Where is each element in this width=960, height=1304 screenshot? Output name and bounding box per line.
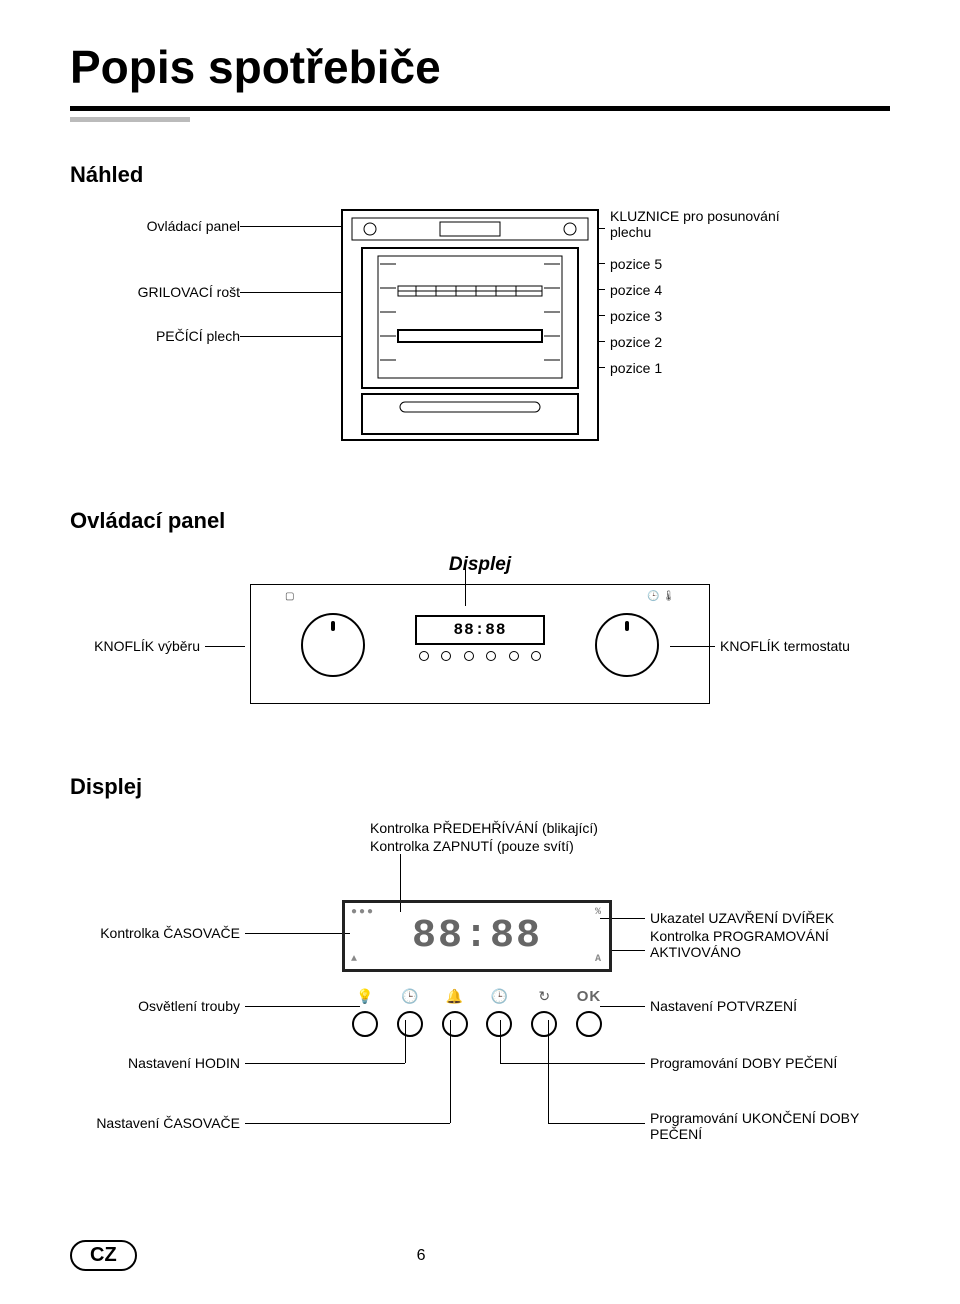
cycle-icon: ↻ — [538, 988, 550, 1005]
label-timer-indicator: Kontrolka ČASOVAČE — [40, 925, 240, 941]
label-power-indicator: Kontrolka ZAPNUTÍ (pouze svítí) — [370, 838, 790, 854]
control-panel-heading: Ovládací panel — [70, 508, 890, 534]
light-button[interactable] — [352, 1011, 378, 1037]
page-title: Popis spotřebiče — [70, 40, 890, 94]
horizontal-rule — [70, 106, 890, 111]
label-control-panel: Ovládací panel — [70, 218, 240, 234]
panel-button[interactable] — [441, 651, 451, 661]
clock-duration-icon: 🕒 — [491, 988, 508, 1005]
leader — [245, 933, 350, 934]
label-guide-rails: KLUZNICE pro posunování plechu — [610, 208, 810, 240]
panel-button[interactable] — [531, 651, 541, 661]
display-lcd-text: 88:88 — [412, 914, 542, 959]
leader — [245, 1123, 450, 1124]
horizontal-subrule — [70, 117, 190, 122]
leader — [610, 950, 645, 951]
label-baking-tray: PEČÍCÍ plech — [70, 328, 240, 344]
display-lcd: ●●● % ▲ A 88:88 — [342, 900, 612, 972]
label-knob-select: KNOFLÍK výběru — [40, 638, 200, 654]
panel-lcd: 88:88 — [415, 615, 545, 661]
light-icon: 💡 — [356, 988, 373, 1005]
page-footer: CZ 6 — [70, 1240, 890, 1271]
timer-button[interactable] — [442, 1011, 468, 1037]
label-pos5: pozice 5 — [610, 256, 770, 272]
label-pos2: pozice 2 — [610, 334, 770, 350]
leader — [245, 1063, 405, 1064]
panel-button[interactable] — [464, 651, 474, 661]
control-panel-subheading: Displej — [70, 554, 890, 576]
panel-button[interactable] — [486, 651, 496, 661]
page-number: 6 — [417, 1247, 426, 1265]
leader — [500, 1063, 645, 1064]
label-set-timer: Nastavení ČASOVAČE — [40, 1115, 240, 1131]
label-confirm: Nastavení POTVRZENÍ — [650, 998, 880, 1014]
label-pos4: pozice 4 — [610, 282, 770, 298]
clock-button[interactable] — [397, 1011, 423, 1037]
overview-heading: Náhled — [70, 162, 890, 188]
bell-icon: 🔔 — [446, 988, 463, 1005]
clock-icon: 🕒 — [401, 988, 418, 1005]
label-preheat-indicator: Kontrolka PŘEDEHŘÍVÁNÍ (blikající) — [370, 820, 790, 836]
label-door-lock: Ukazatel UZAVŘENÍ DVÍŘEK — [650, 910, 880, 926]
label-oven-light: Osvětlení trouby — [40, 998, 240, 1014]
language-badge: CZ — [70, 1240, 137, 1271]
label-cook-duration: Programování DOBY PEČENÍ — [650, 1055, 880, 1071]
leader — [205, 646, 245, 647]
panel-button[interactable] — [419, 651, 429, 661]
leader — [548, 1123, 645, 1124]
label-cook-end: Programování UKONČENÍ DOBY PEČENÍ — [650, 1110, 890, 1142]
ok-icon: OK — [577, 988, 602, 1005]
display-diagram: Kontrolka PŘEDEHŘÍVÁNÍ (blikající) Kontr… — [70, 820, 890, 1180]
panel-button[interactable] — [509, 651, 519, 661]
label-pos3: pozice 3 — [610, 308, 770, 324]
label-programming-active: Kontrolka PROGRAMOVÁNÍ AKTIVOVÁNO — [650, 928, 880, 960]
end-time-button[interactable] — [531, 1011, 557, 1037]
ok-button[interactable] — [576, 1011, 602, 1037]
label-set-clock: Nastavení HODIN — [40, 1055, 240, 1071]
label-pos1: pozice 1 — [610, 360, 770, 376]
thermostat-knob[interactable] — [595, 613, 659, 677]
lcd-text: 88:88 — [453, 621, 506, 639]
selector-knob[interactable] — [301, 613, 365, 677]
oven-diagram: Ovládací panel GRILOVACÍ rošt PEČÍCÍ ple… — [70, 208, 890, 468]
duration-button[interactable] — [486, 1011, 512, 1037]
display-heading: Displej — [70, 774, 890, 800]
label-knob-thermo: KNOFLÍK termostatu — [720, 638, 900, 654]
label-grill-rack: GRILOVACÍ rošt — [70, 284, 240, 300]
control-panel-diagram: KNOFLÍK výběru KNOFLÍK termostatu ▢ 🕒 🌡 … — [70, 584, 890, 734]
